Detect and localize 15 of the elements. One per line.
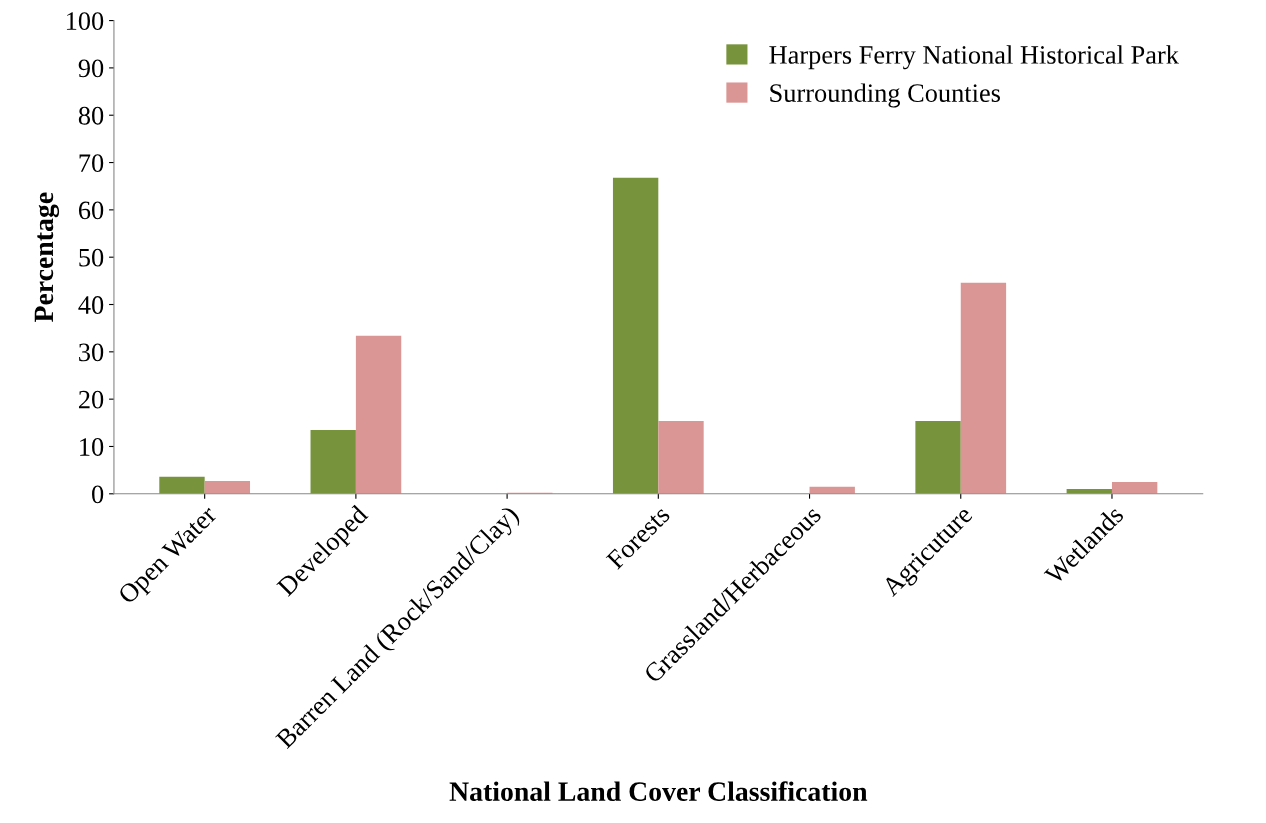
y-tick-label: 10 [80, 438, 104, 456]
legend-label: Harpers Ferry National Historical Park [769, 45, 1179, 70]
y-tick-label: 40 [78, 296, 104, 314]
y-tick-label: 70 [79, 154, 104, 172]
y-tick-label: 30 [79, 343, 104, 362]
legend-label: Surrounding Counties [770, 83, 1000, 108]
y-tick-label: 100 [66, 12, 104, 30]
y-tick-label: 80 [78, 106, 104, 125]
y-tick-label: 90 [78, 59, 104, 78]
x-axis-title: National Land Cover Classification [449, 781, 868, 802]
y-tick-label: 50 [79, 248, 104, 267]
y-axis-title: Percentage [34, 192, 60, 323]
y-tick-label: 20 [78, 390, 104, 409]
y-tick-label: 0 [92, 485, 104, 504]
y-tick-label: 60 [78, 201, 104, 220]
